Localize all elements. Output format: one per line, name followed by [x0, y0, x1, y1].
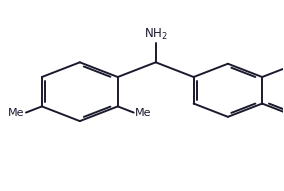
Text: NH$_2$: NH$_2$: [144, 27, 168, 42]
Text: Me: Me: [8, 108, 25, 118]
Text: Me: Me: [135, 108, 152, 118]
